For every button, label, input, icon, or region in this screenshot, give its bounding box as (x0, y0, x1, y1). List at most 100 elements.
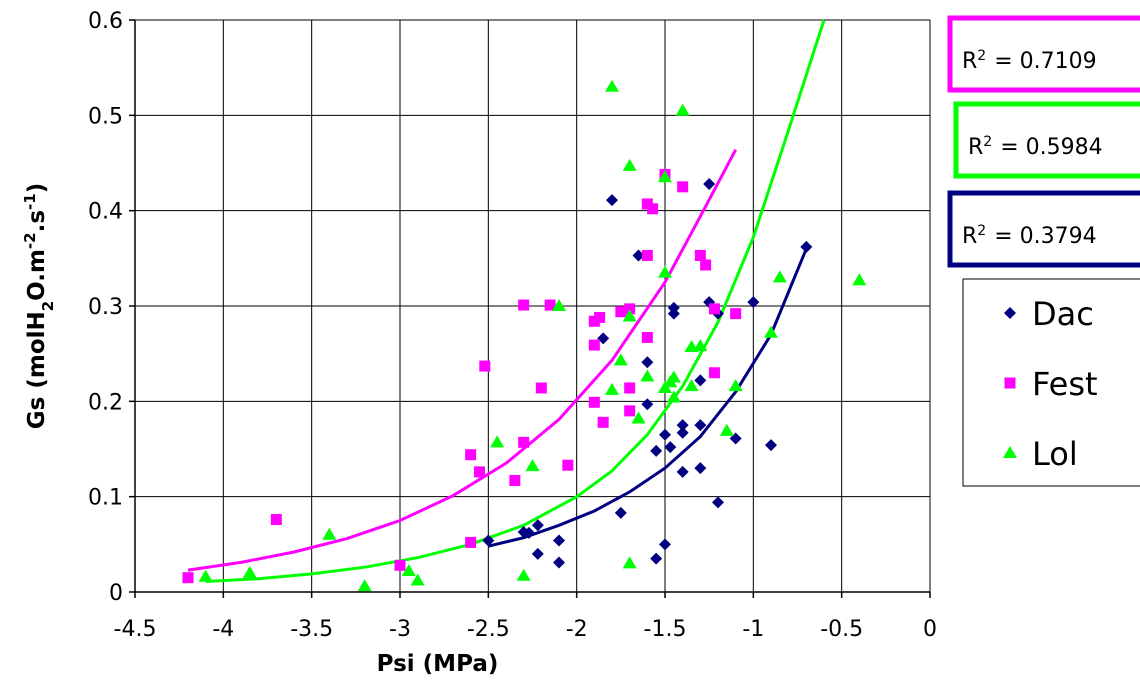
x-tick-label: 0 (923, 617, 937, 642)
y-axis-title-part: -2 (21, 232, 39, 249)
data-point-lol (728, 379, 743, 392)
y-axis-title-part: O.m (24, 249, 50, 301)
data-point-dac (641, 398, 654, 411)
r2-box-border (953, 101, 1140, 179)
data-point-dac (667, 307, 680, 320)
data-point-lol (666, 370, 681, 383)
y-tick-label: 0.3 (88, 295, 123, 320)
data-point-dac (553, 556, 565, 569)
y-tick-label: 0.4 (88, 200, 123, 225)
data-point-lol (675, 103, 690, 116)
data-point-lol (242, 565, 257, 578)
data-point-dac (614, 506, 627, 519)
r2-superscript: 2 (977, 223, 986, 239)
data-point-lol (490, 435, 505, 448)
legend-marker-lol (1003, 446, 1017, 458)
x-tick-label: -2 (566, 617, 588, 642)
trendline-layer (187, 19, 826, 583)
legend: Dac Fest Lol (962, 278, 1140, 487)
data-point-lol (622, 556, 637, 569)
data-point-lol (764, 325, 778, 338)
data-point-dac (747, 296, 760, 309)
data-point-lol (719, 423, 734, 436)
data-point-fest (535, 382, 547, 394)
trendline-fest (187, 148, 738, 572)
data-point-dac (482, 534, 495, 547)
data-point-dac (641, 356, 654, 369)
legend-box (962, 278, 1140, 487)
data-point-lol (622, 158, 637, 171)
data-point-fest (647, 203, 659, 215)
data-point-lol (401, 564, 416, 577)
data-point-lol (525, 459, 540, 472)
data-point-lol (631, 411, 646, 424)
data-point-fest (730, 308, 742, 320)
y-tick-label: 0 (109, 581, 123, 606)
data-point-fest (544, 299, 556, 311)
data-point-lol (410, 573, 425, 586)
data-point-lol (852, 273, 867, 286)
data-point-dac (531, 547, 544, 560)
data-point-fest (518, 436, 530, 448)
y-axis-title: Gs (molH2O.m-2.s-1) (21, 183, 57, 429)
r2-label: R2 = 0.5984 (968, 134, 1103, 160)
data-point-dac (531, 519, 544, 532)
data-point-lol (516, 568, 531, 581)
x-tick-label: -4 (212, 617, 234, 642)
data-point-fest (465, 449, 477, 461)
data-point-lol (640, 369, 655, 382)
legend-label-dac: Dac (1032, 295, 1094, 333)
data-point-dac (765, 439, 777, 452)
data-point-fest (615, 306, 627, 318)
data-point-lol (622, 309, 637, 322)
data-point-lol (552, 299, 566, 311)
r2-value: = 0.5984 (1000, 135, 1102, 160)
r2-box-lol: R2 = 0.5984 (953, 101, 1140, 179)
data-point-dac (650, 444, 663, 457)
data-point-dac (712, 496, 724, 509)
data-point-lol (658, 265, 672, 278)
data-point-fest (641, 331, 653, 343)
data-point-fest (708, 303, 720, 315)
x-tick-label: -0.5 (820, 617, 863, 642)
data-point-fest (182, 572, 194, 584)
r2-symbol: R (968, 135, 983, 160)
data-point-fest (641, 249, 653, 261)
data-point-dac (659, 428, 671, 441)
data-point-fest (588, 339, 600, 351)
data-point-fest (518, 299, 530, 311)
trendline-dac (487, 248, 808, 548)
data-point-fest (708, 367, 720, 379)
data-point-dac (664, 441, 677, 454)
data-point-lol (322, 527, 337, 540)
data-point-dac (597, 332, 610, 345)
y-axis-title-part: .s (24, 210, 50, 232)
data-point-dac (650, 552, 663, 565)
data-point-dac (676, 419, 689, 432)
r2-label: R2 = 0.7109 (962, 48, 1097, 74)
data-point-dac (694, 419, 707, 432)
data-point-dac (800, 240, 813, 253)
x-tick-label: -1.5 (644, 617, 687, 642)
r2-symbol: R (962, 49, 977, 74)
data-point-fest (394, 559, 406, 571)
data-point-fest (700, 259, 712, 271)
data-point-dac (676, 426, 689, 439)
data-point-layer (182, 79, 867, 592)
data-point-lol (605, 382, 619, 395)
data-point-lol (357, 579, 372, 592)
x-tick-label: -1 (742, 617, 764, 642)
r2-box-dac: R2 = 0.3794 (947, 190, 1140, 268)
data-point-lol (198, 569, 213, 582)
x-tick-label: -3 (389, 617, 411, 642)
y-tick-label: 0.1 (88, 486, 123, 511)
x-axis-title: Psi (MPa) (377, 651, 499, 677)
grid-layer (135, 19, 931, 592)
legend-marker-dac (1004, 307, 1016, 319)
r2-symbol: R (962, 224, 977, 249)
axis-layer: -4.5 -4 -3.5 -3 -2.5 -2 -1.5 -1 -0.5 0 0 0.1 0.2 0.3 0… (21, 9, 937, 677)
r2-label: R2 = 0.3794 (962, 223, 1097, 249)
data-point-fest (509, 474, 521, 486)
data-point-fest (588, 396, 600, 408)
data-point-fest (270, 514, 282, 526)
